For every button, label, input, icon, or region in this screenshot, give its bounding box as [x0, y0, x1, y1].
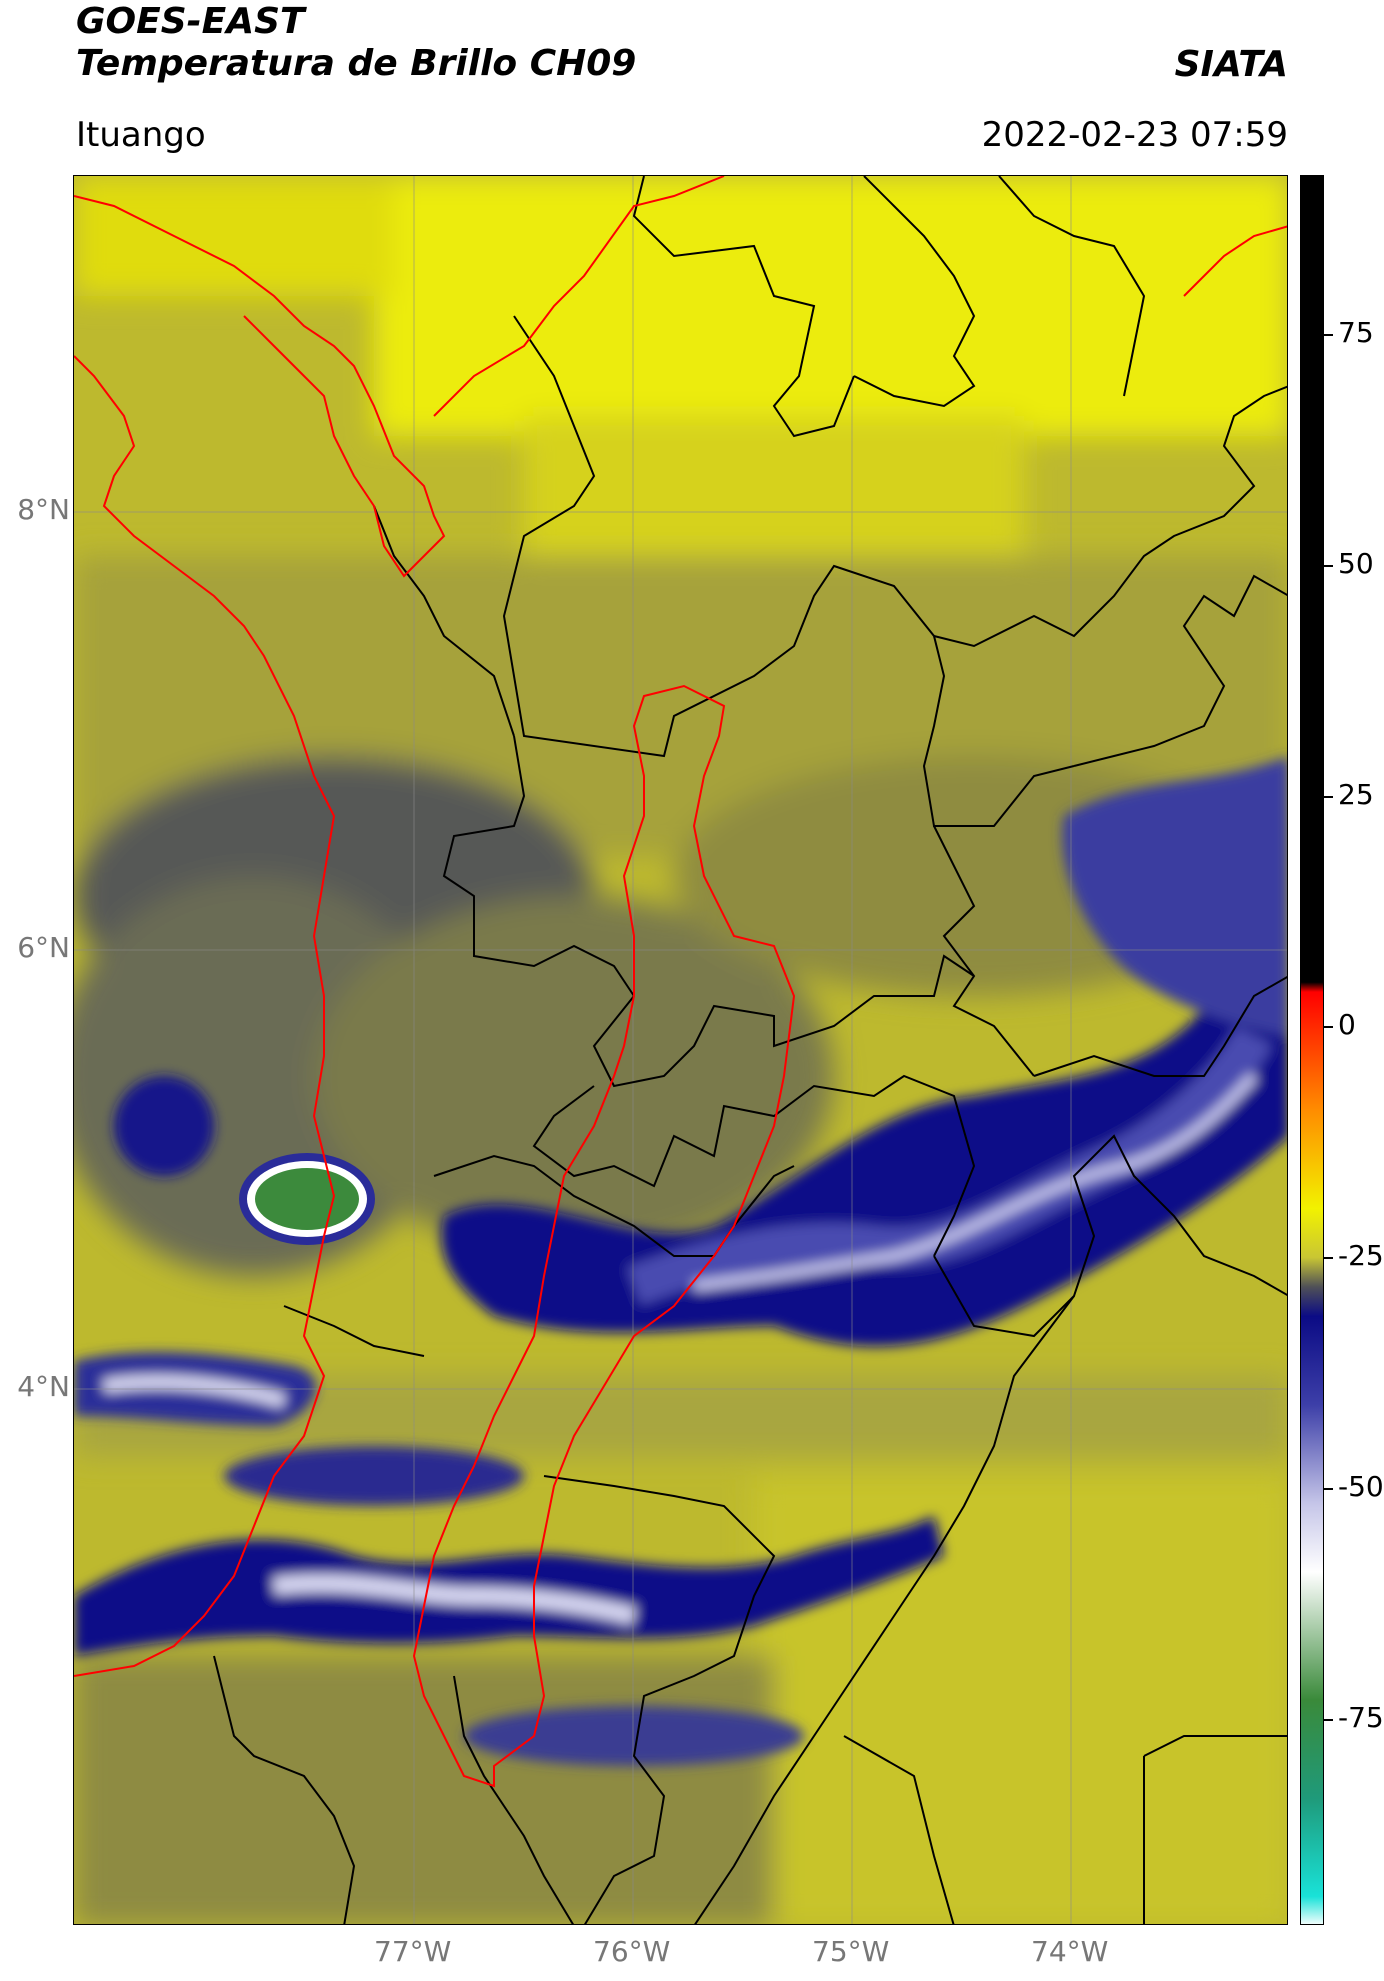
- convective-cell-core: [255, 1168, 359, 1230]
- colorbar-tick: [1323, 565, 1333, 567]
- lon-label-77w: 77°W: [374, 1935, 452, 1968]
- colorbar-label-50: 50: [1338, 547, 1374, 580]
- colorbar: [1300, 175, 1324, 1925]
- colorbar-tick: [1323, 1026, 1333, 1028]
- colorbar-tick: [1323, 796, 1333, 798]
- map-canvas: [74, 176, 1287, 1924]
- colorbar-tick: [1323, 1488, 1333, 1490]
- satellite-map[interactable]: [73, 175, 1288, 1925]
- colorbar-gradient: [1301, 176, 1323, 1924]
- product-subtitle: Temperatura de Brillo CH09: [76, 43, 637, 84]
- colorbar-label-25: 25: [1338, 778, 1374, 811]
- product-title: GOES-EAST: [76, 1, 305, 42]
- lon-label-74w: 74°W: [1031, 1935, 1109, 1968]
- colorbar-label-0: 0: [1338, 1008, 1356, 1041]
- department-borders: [213, 176, 1287, 1924]
- timestamp-label: 2022-02-23 07:59: [981, 115, 1288, 155]
- lon-label-76w: 76°W: [593, 1935, 671, 1968]
- colorbar-label-minus50: -50: [1338, 1470, 1384, 1503]
- location-label: Ituango: [76, 115, 206, 155]
- lon-label-75w: 75°W: [812, 1935, 890, 1968]
- cloud-bands: [74, 756, 1287, 1766]
- colorbar-label-minus75: -75: [1338, 1701, 1384, 1734]
- lat-label-6n: 6°N: [17, 931, 70, 964]
- graticule: [74, 176, 1287, 1924]
- colorbar-tick: [1323, 334, 1333, 336]
- coast-and-basin-lines: [74, 176, 1287, 1788]
- lat-label-8n: 8°N: [17, 493, 70, 526]
- colorbar-label-minus25: -25: [1338, 1239, 1384, 1272]
- lat-label-4n: 4°N: [17, 1370, 70, 1403]
- colorbar-label-75: 75: [1338, 316, 1374, 349]
- brand-label: SIATA: [1174, 44, 1288, 85]
- colorbar-tick: [1323, 1257, 1333, 1259]
- colorbar-tick: [1323, 1719, 1333, 1721]
